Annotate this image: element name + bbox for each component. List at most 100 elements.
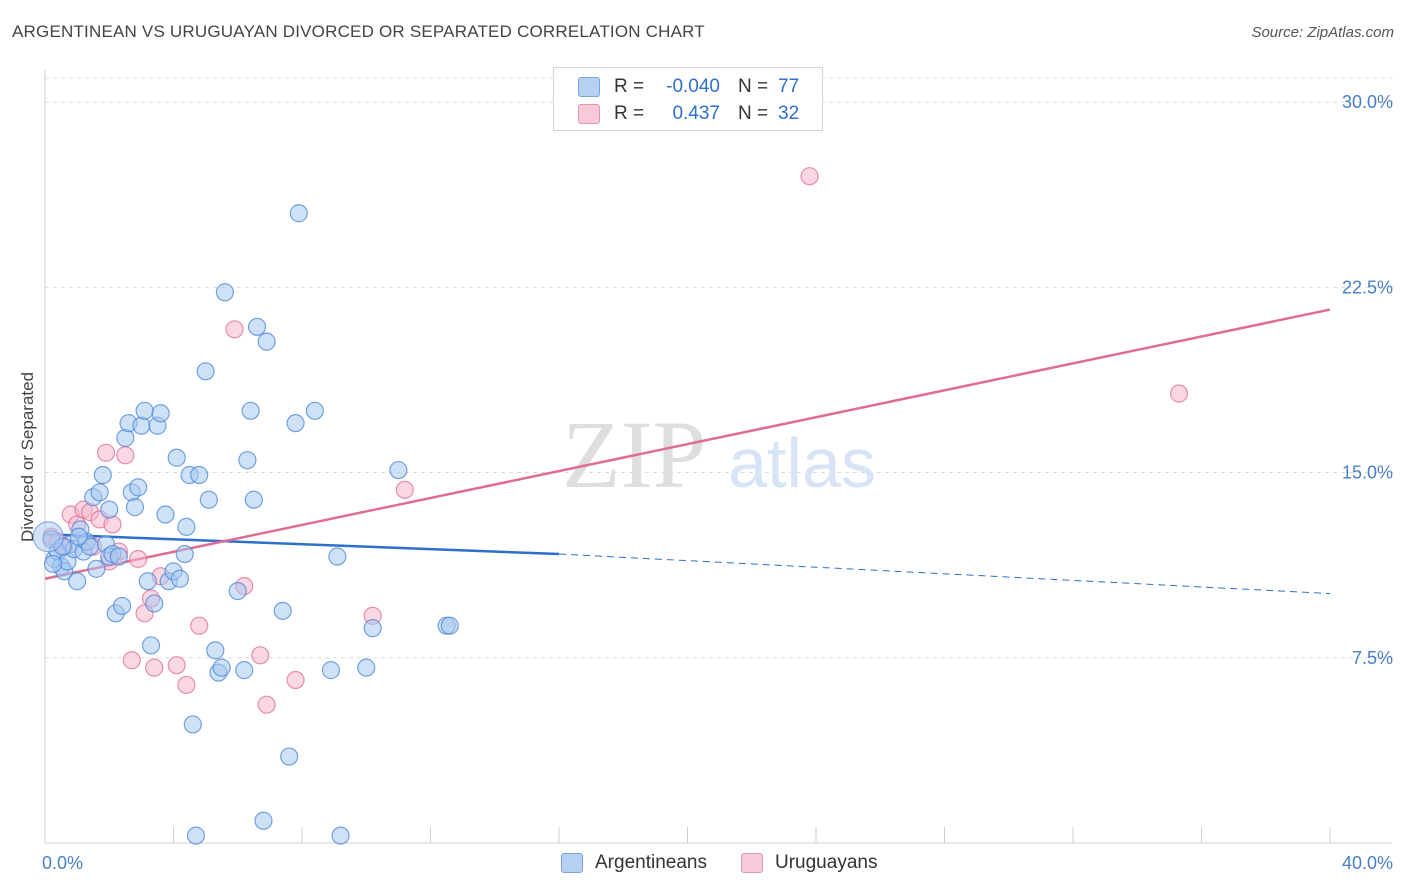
- point-uruguayans: [116, 446, 135, 465]
- legend-swatch-pink: [578, 104, 600, 124]
- point-argentineans: [90, 483, 109, 502]
- point-argentineans: [177, 517, 196, 536]
- watermark: ZIP atlas: [562, 401, 876, 508]
- labels-layer: 7.5% 15.0% 22.5% 30.0% 0.0% 40.0% Divorced or …: [18, 92, 1393, 873]
- legend-label-argentineans: Argentineans: [595, 852, 707, 873]
- point-argentineans: [190, 465, 209, 485]
- point-argentineans: [215, 283, 234, 302]
- legend-n-label: N =: [738, 76, 769, 97]
- point-uruguayans: [177, 675, 196, 695]
- point-uruguayans: [145, 658, 164, 677]
- legend-row-argentineans: R = -0.040 N = 77: [578, 75, 799, 99]
- point-argentineans: [363, 619, 382, 638]
- point-argentineans: [112, 596, 132, 616]
- point-argentineans: [328, 547, 347, 566]
- point-argentineans: [228, 581, 247, 601]
- legend-r-label: R =: [614, 76, 645, 97]
- point-argentineans: [125, 498, 145, 517]
- x-tick-label: 0.0%: [42, 853, 83, 873]
- point-argentineans: [254, 811, 273, 830]
- point-argentineans: [244, 490, 263, 509]
- point-uruguayans: [286, 670, 305, 690]
- trend-line-uruguayans: [44, 308, 1331, 580]
- point-uruguayans: [257, 695, 276, 714]
- trend-line-argentineans: [44, 533, 560, 556]
- point-argentineans: [145, 594, 164, 613]
- legend-swatch-blue: [561, 853, 583, 873]
- point-argentineans: [212, 658, 231, 677]
- point-argentineans: [440, 616, 459, 635]
- point-argentineans: [100, 500, 119, 519]
- point-uruguayans: [167, 656, 186, 675]
- point-argentineans: [69, 527, 88, 546]
- point-argentineans: [156, 505, 175, 524]
- legend-n-value: 77: [778, 76, 800, 97]
- point-argentineans: [183, 715, 202, 734]
- point-argentineans: [196, 362, 215, 381]
- point-argentineans: [289, 204, 308, 223]
- series-legend: Argentineans Uruguayans: [0, 852, 1406, 878]
- point-uruguayans: [225, 320, 244, 339]
- point-argentineans: [206, 641, 225, 660]
- legend-label-uruguayans: Uruguayans: [775, 852, 878, 873]
- legend-r-value: 0.437: [672, 103, 720, 124]
- chart-title: ARGENTINEAN VS URUGUAYAN DIVORCED OR SEP…: [12, 22, 705, 41]
- point-uruguayans: [96, 443, 116, 462]
- y-axis-label: Divorced or Separated: [18, 372, 37, 542]
- y-tick-label: 7.5%: [1352, 648, 1393, 668]
- legend-item-argentineans[interactable]: Argentineans: [561, 852, 707, 874]
- point-argentineans: [167, 448, 186, 467]
- y-tick-label: 22.5%: [1342, 277, 1393, 297]
- stats-legend: R = -0.040 N = 77 R = 0.437 N = 32: [553, 67, 823, 131]
- point-uruguayans: [1169, 384, 1189, 403]
- point-argentineans: [87, 559, 106, 578]
- point-argentineans: [138, 572, 157, 591]
- point-argentineans: [357, 658, 376, 677]
- points-layer: [32, 167, 1189, 845]
- point-argentineans: [116, 428, 135, 448]
- legend-swatch-pink: [741, 853, 763, 873]
- point-argentineans: [286, 414, 305, 433]
- legend-n-label: N =: [738, 103, 769, 124]
- y-tick-label: 15.0%: [1342, 463, 1393, 483]
- point-argentineans: [321, 661, 341, 680]
- point-argentineans: [43, 554, 63, 574]
- legend-swatch-blue: [578, 77, 600, 97]
- point-uruguayans: [129, 549, 148, 569]
- x-tick-label: 40.0%: [1342, 853, 1393, 873]
- point-argentineans: [238, 451, 257, 470]
- legend-r-value: -0.040: [666, 76, 720, 97]
- point-uruguayans: [395, 480, 414, 499]
- point-argentineans: [257, 332, 276, 351]
- y-tick-label: 30.0%: [1342, 92, 1393, 112]
- point-argentineans: [331, 826, 350, 845]
- point-uruguayans: [800, 167, 819, 186]
- legend-item-uruguayans[interactable]: Uruguayans: [741, 852, 877, 874]
- point-argentineans: [241, 401, 260, 420]
- point-argentineans: [247, 317, 267, 336]
- point-argentineans: [151, 404, 170, 423]
- point-argentineans: [132, 416, 151, 435]
- point-argentineans: [93, 465, 112, 485]
- point-argentineans: [129, 478, 148, 497]
- point-argentineans: [135, 401, 154, 420]
- point-argentineans: [109, 547, 128, 566]
- point-argentineans: [186, 826, 206, 845]
- point-uruguayans: [103, 515, 122, 534]
- point-argentineans: [199, 490, 218, 509]
- point-argentineans: [273, 601, 292, 620]
- point-argentineans: [68, 572, 87, 591]
- source-label: Source: ZipAtlas.com: [1251, 24, 1394, 41]
- point-argentineans: [170, 569, 190, 588]
- grid-layer: [45, 77, 1395, 659]
- point-argentineans: [235, 661, 254, 680]
- legend-n-value: 32: [778, 103, 800, 124]
- legend-r-label: R =: [614, 103, 645, 124]
- axes-layer: [44, 70, 1392, 844]
- point-argentineans: [280, 747, 299, 766]
- point-uruguayans: [122, 651, 141, 670]
- legend-row-uruguayans: R = 0.437 N = 32: [578, 102, 799, 126]
- trend-line-argentineans-extrapolated: [558, 553, 1331, 595]
- point-uruguayans: [251, 646, 270, 665]
